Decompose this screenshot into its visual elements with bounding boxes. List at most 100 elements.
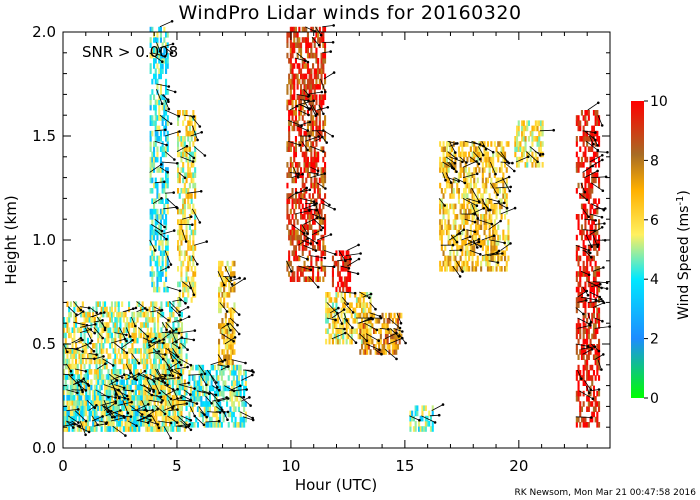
wind-cell (454, 234, 457, 241)
wind-cell (157, 332, 160, 339)
wind-cell (294, 32, 297, 38)
wind-cell (457, 172, 460, 178)
wind-cell (492, 151, 495, 158)
wind-cell (155, 384, 158, 391)
wind-cell (431, 410, 434, 417)
wind-cell (534, 162, 537, 168)
wind-cell (68, 410, 71, 417)
wind-cell (73, 327, 76, 333)
wind-cell (340, 255, 343, 262)
wind-cell (373, 312, 376, 319)
wind-cell (364, 333, 367, 340)
wind-cell (76, 348, 79, 354)
wind-cell (161, 389, 164, 396)
wind-cell (301, 151, 304, 158)
wind-arrow-head (179, 373, 183, 377)
wind-cell (149, 214, 152, 220)
wind-arrow-head (123, 373, 126, 377)
wind-cell (288, 130, 291, 137)
wind-cell (133, 363, 136, 370)
wind-cell (293, 37, 296, 43)
wind-cell (180, 337, 183, 344)
wind-cell (104, 384, 107, 391)
wind-cell (183, 136, 186, 142)
wind-cell (139, 395, 142, 401)
wind-cell (177, 219, 180, 225)
wind-cell (577, 245, 580, 251)
wind-cell (83, 410, 86, 417)
wind-cell (71, 369, 74, 375)
wind-cell (598, 271, 601, 277)
wind-cell (490, 177, 493, 184)
wind-cell (80, 410, 83, 417)
wind-cell (163, 286, 166, 293)
wind-cell (300, 198, 303, 204)
wind-cell (190, 120, 193, 126)
wind-cell (168, 415, 171, 422)
wind-cell (442, 146, 445, 152)
wind-cell (305, 26, 308, 33)
wind-arrow-head (169, 436, 172, 440)
wind-cell (451, 266, 454, 272)
wind-cell (73, 415, 76, 422)
wind-cell (579, 136, 582, 142)
wind-cell (310, 89, 313, 95)
wind-cell (102, 415, 105, 422)
wind-cell (80, 395, 83, 401)
wind-cell (306, 162, 309, 168)
wind-cell (188, 130, 191, 137)
wind-cell (524, 125, 527, 132)
wind-cell (300, 208, 303, 215)
wind-cell (579, 229, 582, 236)
wind-cell (466, 182, 469, 189)
wind-cell (322, 219, 325, 225)
wind-cell (594, 318, 597, 324)
wind-cell (447, 234, 450, 241)
wind-cell (591, 214, 594, 220)
wind-cell (131, 311, 134, 318)
wind-arrow (95, 356, 104, 359)
wind-cell (178, 245, 181, 251)
wind-arrow-head (192, 338, 196, 342)
wind-cell (159, 37, 162, 43)
wind-cell (175, 384, 178, 391)
wind-arrow-head (170, 20, 174, 23)
wind-cell (366, 344, 369, 350)
wind-cell (138, 400, 141, 406)
wind-cell (153, 384, 156, 391)
wind-cell (507, 234, 510, 241)
wind-cell (328, 292, 331, 298)
wind-cell (318, 110, 321, 116)
wind-arrow-head (161, 399, 164, 402)
wind-arrow (165, 347, 177, 356)
wind-cell (486, 255, 489, 262)
wind-cell (582, 422, 585, 428)
wind-cell (584, 151, 587, 158)
wind-cell (73, 311, 76, 318)
wind-cell (187, 130, 190, 137)
wind-cell (224, 328, 227, 334)
wind-cell (586, 260, 589, 267)
wind-arrow (161, 373, 171, 376)
wind-cell (364, 338, 367, 345)
wind-cell (158, 224, 161, 230)
wind-cell (592, 292, 595, 298)
wind-cell (187, 240, 190, 246)
wind-cell (313, 120, 316, 126)
wind-arrow (156, 379, 168, 386)
wind-cell (177, 146, 180, 152)
wind-cell (577, 302, 580, 308)
wind-cell (92, 306, 95, 313)
wind-cell (215, 401, 218, 407)
wind-arrow-head (89, 341, 92, 345)
wind-cell (592, 130, 595, 137)
wind-cell (187, 203, 190, 210)
wind-cell (473, 182, 476, 189)
wind-cell (122, 353, 125, 359)
wind-cell (300, 193, 303, 199)
wind-cell (423, 405, 426, 411)
wind-cell (153, 343, 156, 349)
wind-cell (579, 266, 582, 272)
wind-cell (488, 224, 491, 230)
wind-cell (243, 406, 246, 412)
